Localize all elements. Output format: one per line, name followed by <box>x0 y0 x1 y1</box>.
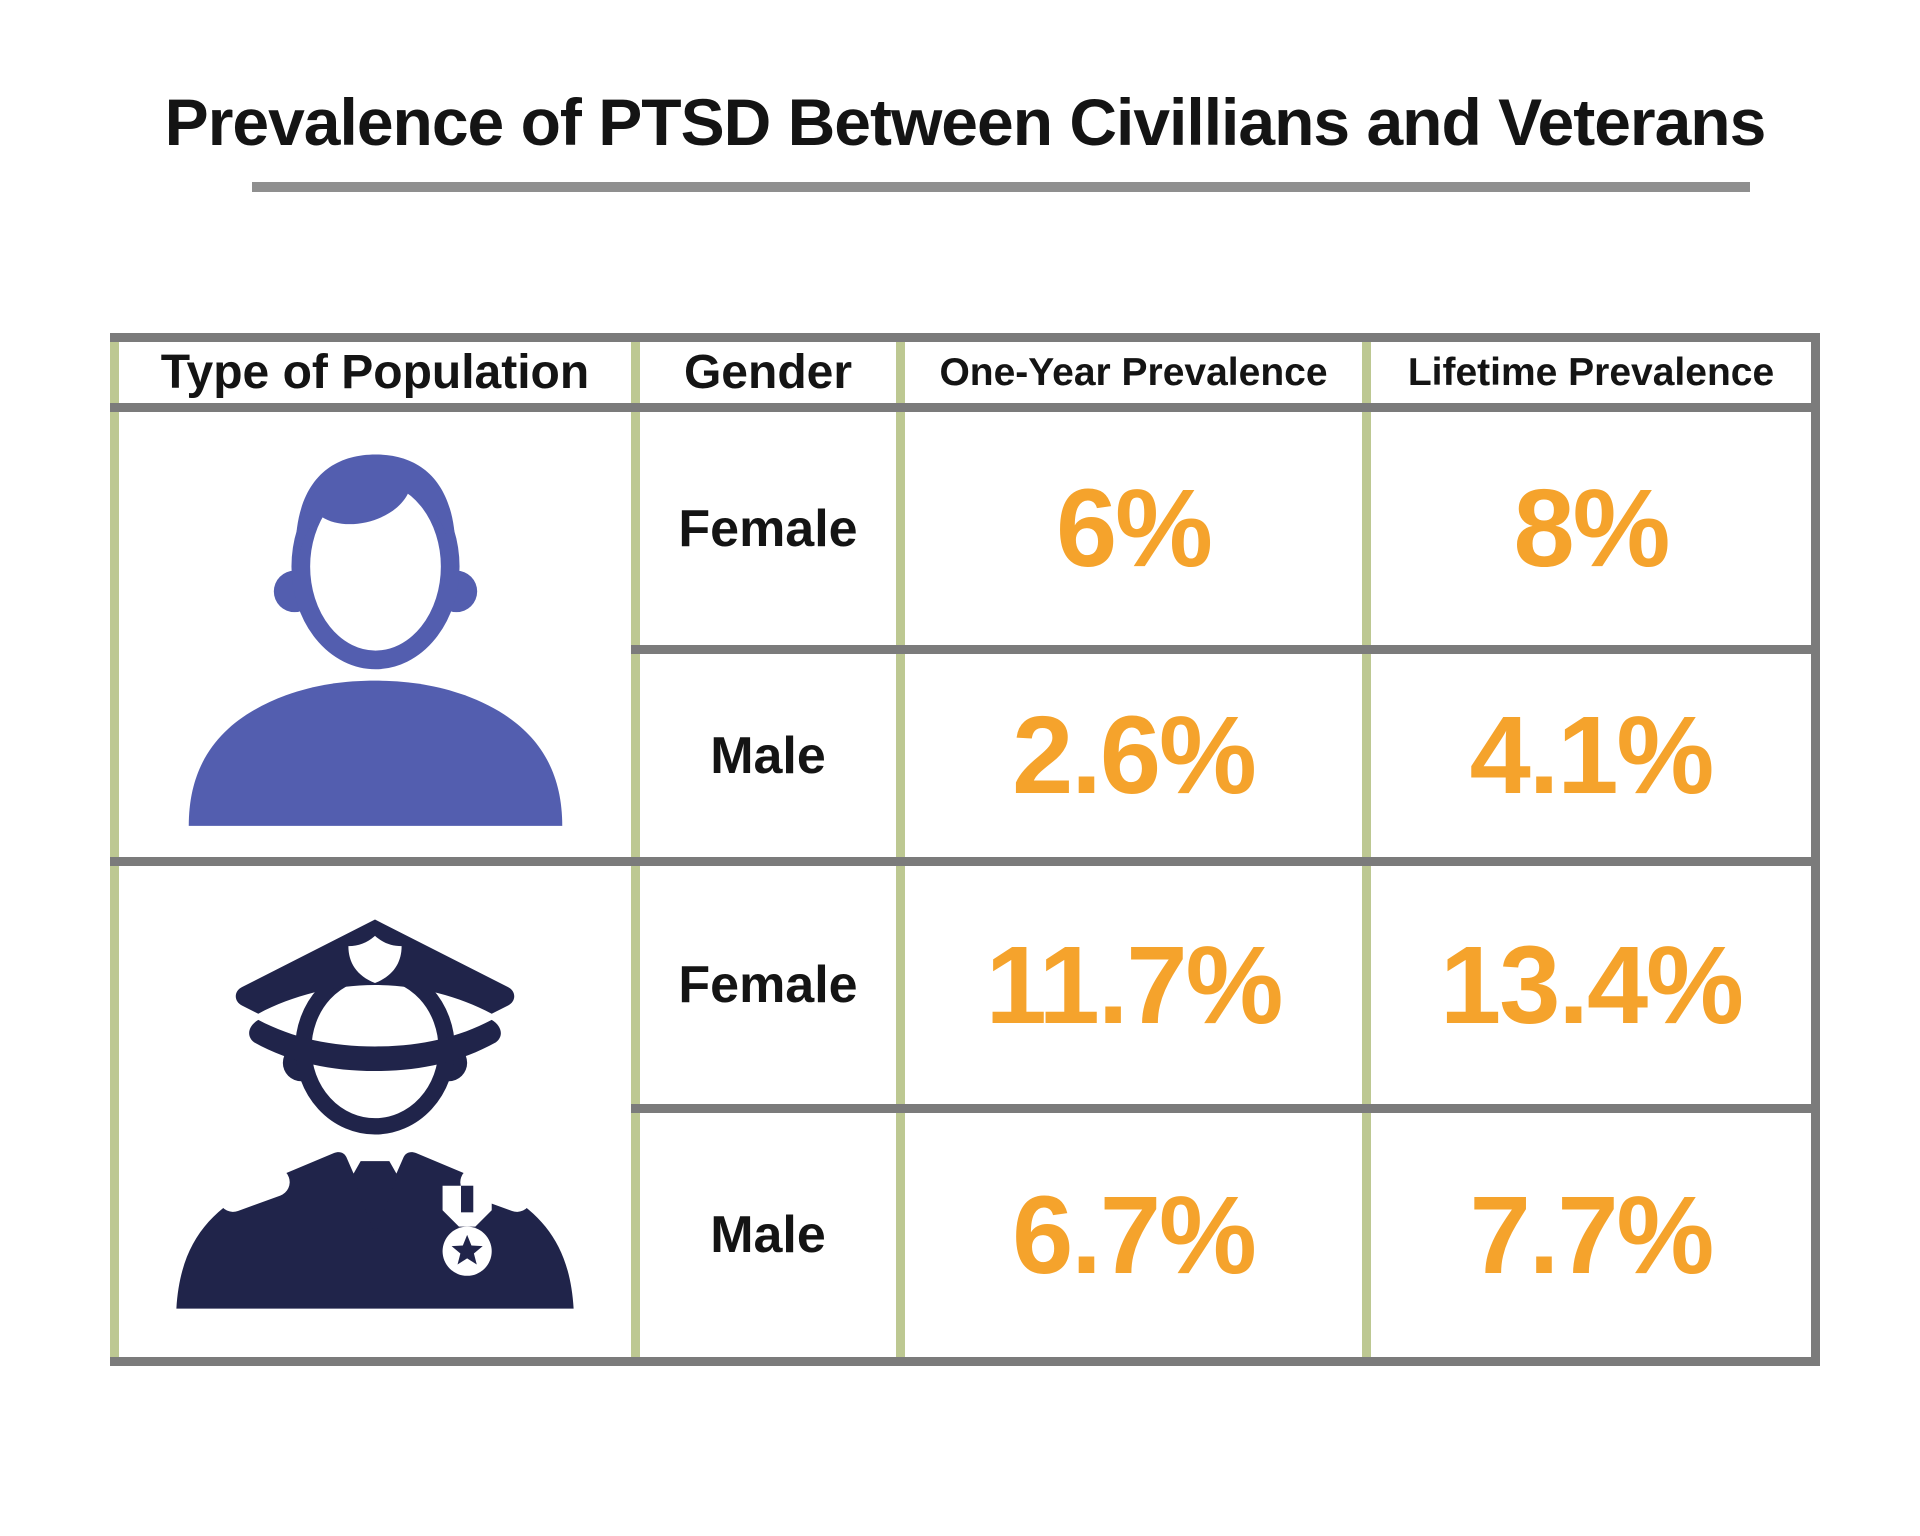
column-divider-oneyear-lifetime <box>1362 342 1371 1357</box>
column-divider-gender-oneyear <box>896 342 905 1357</box>
veteran-male-lifetime-value: 7.7% <box>1469 1173 1715 1297</box>
civilian-person-icon <box>188 453 562 826</box>
veteran-female-one-year-value: 11.7% <box>985 923 1284 1047</box>
civilian-rows-divider <box>631 645 1820 654</box>
civilian-female-one-year-value: 6% <box>1056 467 1213 590</box>
civilian-male-lifetime-value: 4.1% <box>1469 694 1715 817</box>
civilian-veteran-divider <box>110 857 1820 866</box>
civilian-male-gender-label: Male <box>710 726 826 785</box>
column-divider-population-gender <box>631 342 640 1357</box>
veteran-officer-icon <box>176 919 574 1309</box>
prevalence-table: Type of Population Gender One-Year Preva… <box>110 333 1820 1366</box>
table-border-left <box>110 342 119 1357</box>
civilian-male-one-year-value: 2.6% <box>1012 694 1257 817</box>
veteran-population-cell <box>119 866 631 1357</box>
civilian-female-lifetime-value: 8% <box>1513 467 1671 590</box>
veteran-male-one-year-value: 6.7% <box>1012 1173 1257 1297</box>
table-border-top <box>110 333 1820 342</box>
header-lifetime-prevalence: Lifetime Prevalence <box>1407 350 1775 394</box>
page-title: Prevalence of PTSD Between Civillians an… <box>164 85 1767 159</box>
header-gender: Gender <box>683 346 853 399</box>
table-border-right <box>1811 333 1820 1366</box>
title-underline <box>252 182 1750 192</box>
veteran-female-gender-label: Female <box>678 956 858 1014</box>
veteran-female-lifetime-value: 13.4% <box>1440 923 1744 1047</box>
header-row-divider <box>110 403 1820 412</box>
civilian-female-gender-label: Female <box>678 499 858 558</box>
civilian-population-cell <box>119 412 631 857</box>
table-border-bottom <box>110 1357 1820 1366</box>
veteran-rows-divider <box>631 1104 1820 1113</box>
header-one-year-prevalence: One-Year Prevalence <box>939 350 1328 394</box>
header-type-of-population: Type of Population <box>160 346 590 399</box>
veteran-male-gender-label: Male <box>710 1206 826 1264</box>
